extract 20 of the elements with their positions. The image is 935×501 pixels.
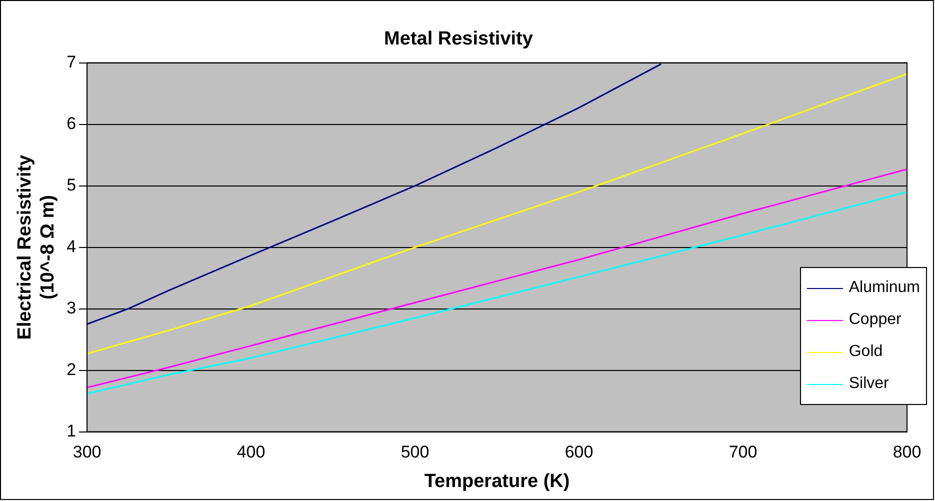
y-tick-label: 6 [66, 114, 76, 133]
y-axis-title: Electrical Resistivity (10^-8 Ω m) [14, 154, 58, 340]
x-tick-label: 600 [564, 442, 594, 462]
y-tick-label: 2 [66, 360, 76, 379]
x-tick-label: 500 [400, 442, 430, 462]
y-tick-label: 4 [66, 236, 76, 256]
chart-title: Metal Resistivity [384, 28, 534, 50]
y-tick-label: 1 [66, 421, 76, 440]
x-tick-label: 700 [728, 442, 758, 462]
legend-label: Silver [848, 375, 889, 394]
y-tick-label: 7 [66, 52, 76, 72]
legend-label: Aluminum [848, 279, 920, 298]
legend-label: Copper [848, 311, 902, 330]
y-tick-label: 5 [66, 175, 76, 194]
x-tick-label: 400 [236, 442, 266, 462]
x-axis-title: Temperature (K) [424, 470, 570, 492]
y-tick-label: 3 [66, 298, 76, 318]
legend-label: Gold [848, 343, 883, 362]
x-tick-label: 800 [892, 442, 922, 462]
x-tick-label: 300 [72, 442, 102, 462]
